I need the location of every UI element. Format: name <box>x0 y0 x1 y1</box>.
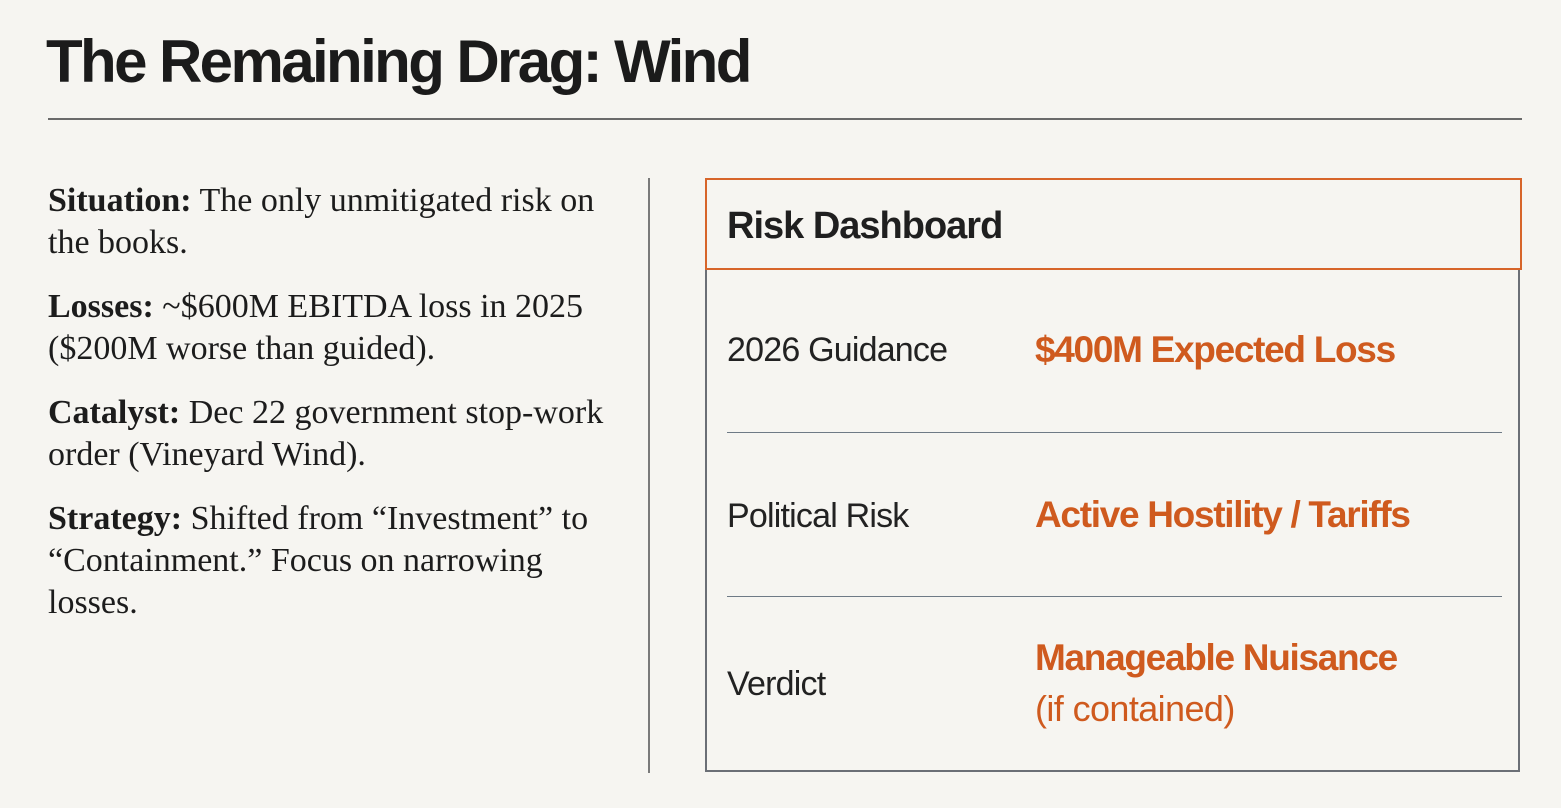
risk-dashboard: Risk Dashboard 2026 Guidance $400M Expec… <box>705 178 1522 772</box>
point-losses: Losses: ~$600M EBITDA loss in 2025 ($200… <box>48 286 623 370</box>
row-divider <box>727 596 1502 597</box>
title-divider <box>48 118 1522 120</box>
point-label: Losses: <box>48 288 154 325</box>
point-strategy: Strategy: Shifted from “Investment” to “… <box>48 498 623 624</box>
point-label: Strategy: <box>48 500 183 537</box>
slide-title: The Remaining Drag: Wind <box>46 28 752 95</box>
row-label-verdict: Verdict <box>727 665 826 703</box>
row-label-guidance: 2026 Guidance <box>727 331 948 369</box>
point-text: Shifted from “Investment” to “Containmen… <box>48 500 589 621</box>
row-value-verdict: Manageable Nuisance <box>1035 637 1398 678</box>
point-label: Situation: <box>48 182 192 219</box>
column-divider <box>648 178 650 773</box>
dashboard-title: Risk Dashboard <box>727 205 1003 247</box>
point-situation: Situation: The only unmitigated risk on … <box>48 180 623 264</box>
point-text: Dec 22 government stop-work order (Viney… <box>48 394 604 473</box>
row-label-political-risk: Political Risk <box>727 497 909 535</box>
point-catalyst: Catalyst: Dec 22 government stop-work or… <box>48 392 623 476</box>
point-text: The only unmitigated risk on the books. <box>48 182 595 261</box>
key-points: Situation: The only unmitigated risk on … <box>48 180 623 646</box>
row-divider <box>727 432 1502 433</box>
row-value-guidance: $400M Expected Loss <box>1035 329 1396 370</box>
row-value-political-risk: Active Hostility / Tariffs <box>1035 494 1411 535</box>
point-label: Catalyst: <box>48 394 181 431</box>
row-note-verdict: (if contained) <box>1035 688 1235 729</box>
point-text: ~$600M EBITDA loss in 2025 ($200M worse … <box>48 288 584 367</box>
dashboard-header: Risk Dashboard <box>705 178 1522 270</box>
